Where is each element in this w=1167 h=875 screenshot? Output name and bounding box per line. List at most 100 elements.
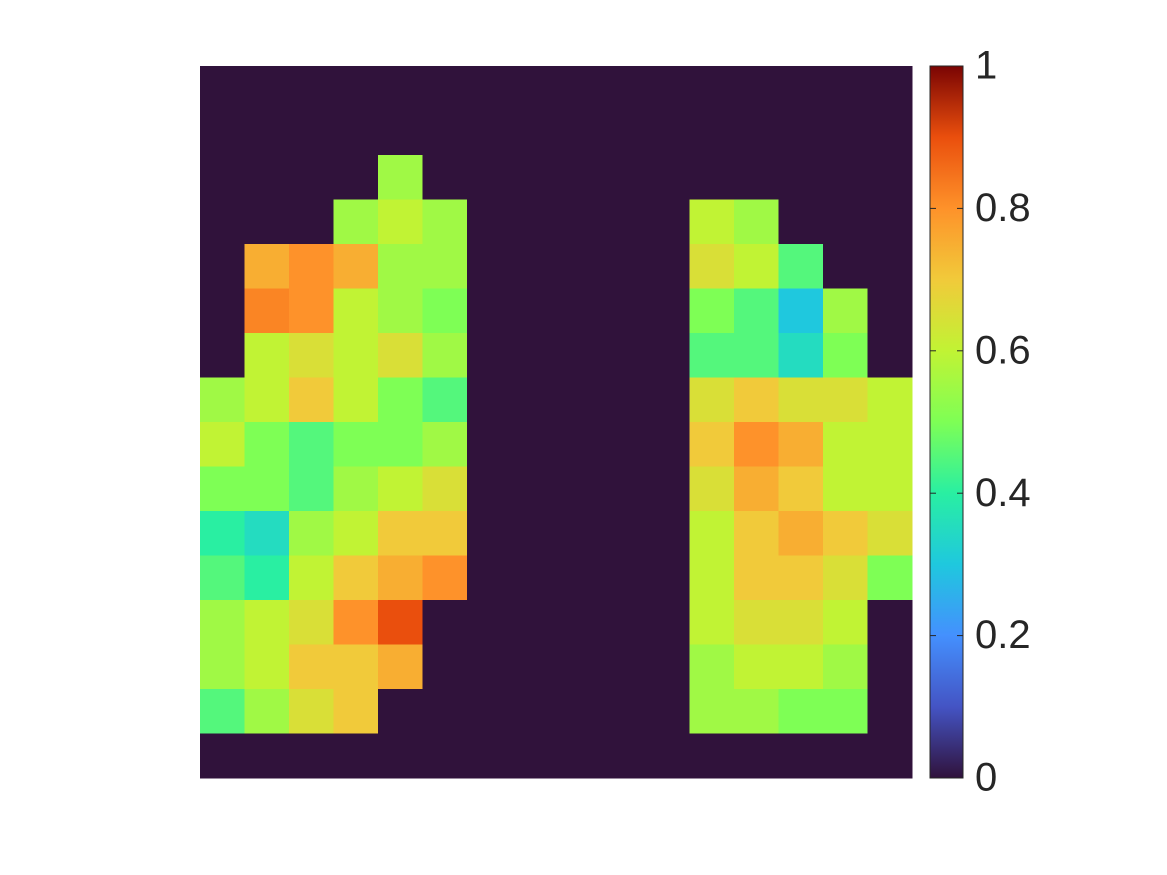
heatmap-cell [244, 733, 290, 779]
heatmap-cell [823, 511, 868, 556]
heatmap-cell [289, 244, 334, 289]
heatmap-cell [244, 377, 290, 423]
heatmap-cell [867, 422, 913, 467]
heatmap-cell [867, 689, 913, 734]
heatmap-cell [422, 733, 468, 779]
heatmap-cell [511, 333, 557, 378]
heatmap-cell [556, 511, 601, 556]
heatmap-cell [467, 110, 512, 156]
heatmap-cell [378, 288, 423, 334]
heatmap-cell [422, 422, 468, 467]
heatmap-cell [333, 689, 379, 734]
heatmap-cell [244, 199, 290, 245]
heatmap-cell [778, 199, 824, 245]
heatmap-cell [734, 644, 779, 690]
heatmap-cell [467, 288, 512, 334]
heatmap-cell [467, 600, 512, 645]
heatmap-cell [645, 155, 690, 200]
heatmap-cell [333, 377, 379, 423]
colorbar-frame [929, 65, 964, 779]
heatmap-cell [511, 511, 557, 556]
heatmap-cell [600, 288, 646, 334]
heatmap-cell [556, 155, 601, 200]
heatmap-cell [289, 466, 334, 512]
heatmap-cell [556, 110, 601, 156]
heatmap-cell [689, 555, 735, 601]
heatmap-cell [333, 199, 379, 245]
heatmap-cell [333, 110, 379, 156]
heatmap-cell [823, 377, 868, 423]
heatmap-cell [734, 733, 779, 779]
heatmap-cell [689, 466, 735, 512]
heatmap-cell [333, 466, 379, 512]
heatmap-cell [200, 155, 245, 200]
heatmap-cell [422, 333, 468, 378]
heatmap-cell [467, 155, 512, 200]
heatmap-cell [600, 333, 646, 378]
heatmap-cell [422, 600, 468, 645]
heatmap-cell [511, 199, 557, 245]
heatmap-cell [778, 110, 824, 156]
heatmap-cell [289, 333, 334, 378]
heatmap-cell [645, 110, 690, 156]
heatmap-cell [378, 689, 423, 734]
heatmap [200, 66, 913, 779]
heatmap-cell [422, 66, 468, 111]
heatmap-cell [600, 511, 646, 556]
heatmap-cell [467, 466, 512, 512]
heatmap-cell [422, 244, 468, 289]
heatmap-cell [600, 644, 646, 690]
heatmap-cell [422, 511, 468, 556]
heatmap-cell [778, 644, 824, 690]
heatmap-cell [333, 644, 379, 690]
heatmap-cell [200, 733, 245, 779]
heatmap-cell [511, 244, 557, 289]
heatmap-cell [645, 377, 690, 423]
heatmap-cell [556, 66, 601, 111]
heatmap-cell [378, 377, 423, 423]
heatmap-cell [422, 377, 468, 423]
heatmap-cell [689, 288, 735, 334]
heatmap-cell [689, 644, 735, 690]
heatmap-cell [600, 600, 646, 645]
heatmap-cell [689, 333, 735, 378]
heatmap-cell [734, 244, 779, 289]
heatmap-cell [467, 733, 512, 779]
heatmap-cell [778, 511, 824, 556]
heatmap-cell [378, 333, 423, 378]
heatmap-cell [244, 244, 290, 289]
heatmap-cell [289, 422, 334, 467]
heatmap-cell [600, 155, 646, 200]
heatmap-cell [378, 555, 423, 601]
heatmap-cell [734, 288, 779, 334]
heatmap-cell [467, 66, 512, 111]
colorbar-tick-label: 0.4 [975, 471, 1031, 515]
heatmap-cell [556, 689, 601, 734]
heatmap-cell [511, 466, 557, 512]
heatmap-cell [200, 422, 245, 467]
heatmap-cell [511, 555, 557, 601]
heatmap-cell [778, 422, 824, 467]
heatmap-cell [333, 600, 379, 645]
heatmap-cell [867, 110, 913, 156]
heatmap-cell [200, 377, 245, 423]
heatmap-cell [244, 288, 290, 334]
heatmap-cell [244, 644, 290, 690]
heatmap-cell [689, 600, 735, 645]
heatmap-cell [378, 66, 423, 111]
heatmap-cell [689, 110, 735, 156]
heatmap-cell [467, 333, 512, 378]
heatmap-cell [289, 733, 334, 779]
heatmap-cell [244, 600, 290, 645]
heatmap-cell [200, 600, 245, 645]
heatmap-cell [734, 689, 779, 734]
heatmap-cell [200, 644, 245, 690]
colorbar-tick-label: 0.2 [975, 613, 1031, 657]
heatmap-cell [823, 333, 868, 378]
heatmap-cell [422, 689, 468, 734]
heatmap-cell [467, 377, 512, 423]
heatmap-cell [556, 555, 601, 601]
heatmap-cell [734, 511, 779, 556]
heatmap-cell [333, 288, 379, 334]
